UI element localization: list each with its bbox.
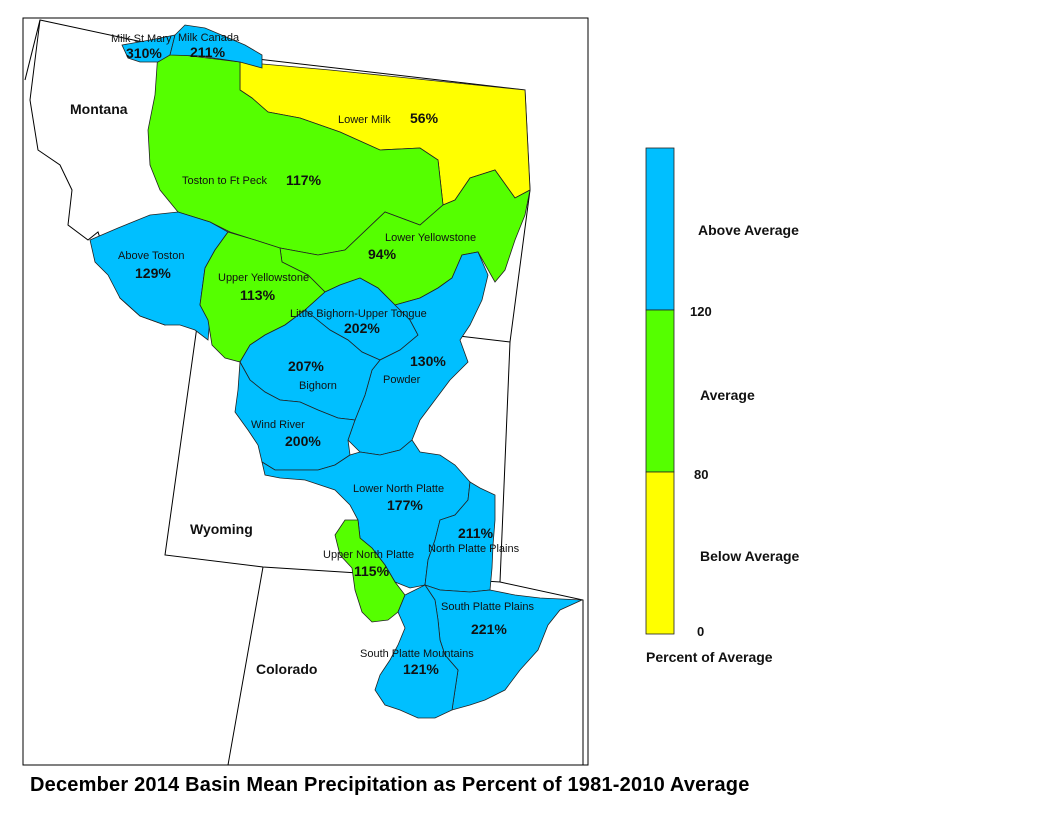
basin-milk-st-mary[interactable] xyxy=(121,34,176,63)
basin-value-lower-yellowstone: 94% xyxy=(368,246,397,262)
state-label-wyoming: Wyoming xyxy=(190,521,253,537)
map-caption: December 2014 Basin Mean Precipitation a… xyxy=(30,774,750,796)
basin-value-milk-canada: 211% xyxy=(190,44,226,60)
basin-name-powder: Powder xyxy=(383,374,421,386)
basins-layer xyxy=(89,24,583,719)
basin-value-wind-river: 200% xyxy=(285,433,321,449)
basin-name-above-toston: Above Toston xyxy=(118,250,184,262)
colorado-boundary xyxy=(227,566,584,766)
legend-tick-80: 80 xyxy=(694,467,708,482)
legend-swatch-above xyxy=(645,147,675,311)
basin-value-milk-st-mary: 310% xyxy=(126,45,162,61)
basin-name-wind-river: Wind River xyxy=(251,419,305,431)
legend-tick-120: 120 xyxy=(690,304,712,319)
basin-name-lower-milk: Lower Milk xyxy=(338,114,391,126)
state-label-montana: Montana xyxy=(70,101,128,117)
legend-swatch-average xyxy=(645,309,675,473)
basin-name-upper-north-platte: Upper North Platte xyxy=(323,549,414,561)
legend-label-average: Average xyxy=(700,387,755,403)
basin-name-north-platte-plains: North Platte Plains xyxy=(428,543,520,555)
basin-value-south-platte-plains: 221% xyxy=(471,621,507,637)
state-label-colorado: Colorado xyxy=(256,661,317,677)
basin-value-south-platte-mountains: 121% xyxy=(403,661,439,677)
legend-label-above: Above Average xyxy=(698,222,799,238)
basin-value-above-toston: 129% xyxy=(135,265,171,281)
basin-name-south-platte-plains: South Platte Plains xyxy=(441,601,534,613)
legend: Above Average 120 Average 80 Below Avera… xyxy=(645,147,800,665)
basin-milk-canada[interactable] xyxy=(169,24,263,69)
basin-name-milk-st-mary: Milk St Mary xyxy=(111,33,172,45)
basin-value-bighorn: 207% xyxy=(288,358,324,374)
basin-name-little-bighorn-upper-tongue: Little Bighorn-Upper Tongue xyxy=(290,308,427,320)
legend-tick-0: 0 xyxy=(697,624,704,639)
basin-value-toston-ft-peck: 117% xyxy=(286,172,322,188)
basin-value-lower-north-platte: 177% xyxy=(387,497,423,513)
basin-name-lower-yellowstone: Lower Yellowstone xyxy=(385,232,476,244)
basin-name-lower-north-platte: Lower North Platte xyxy=(353,483,444,495)
basin-value-lower-milk: 56% xyxy=(410,110,439,126)
basin-name-upper-yellowstone: Upper Yellowstone xyxy=(218,272,309,284)
basin-name-toston-ft-peck: Toston to Ft Peck xyxy=(182,175,267,187)
basin-south-platte-mountains[interactable] xyxy=(374,584,459,719)
legend-title: Percent of Average xyxy=(646,649,773,665)
basin-name-bighorn: Bighorn xyxy=(299,380,337,392)
basin-value-upper-north-platte: 115% xyxy=(354,563,390,579)
basin-value-powder: 130% xyxy=(410,353,446,369)
idaho-panhandle-line xyxy=(24,19,41,81)
legend-label-below: Below Average xyxy=(700,548,800,564)
basin-value-upper-yellowstone: 113% xyxy=(240,287,276,303)
basin-value-little-bighorn-upper-tongue: 202% xyxy=(344,320,380,336)
legend-swatch-below xyxy=(645,471,675,635)
basin-value-north-platte-plains: 211% xyxy=(458,525,494,541)
basin-name-south-platte-mountains: South Platte Mountains xyxy=(360,648,474,660)
basin-name-milk-canada: Milk Canada xyxy=(178,32,240,44)
